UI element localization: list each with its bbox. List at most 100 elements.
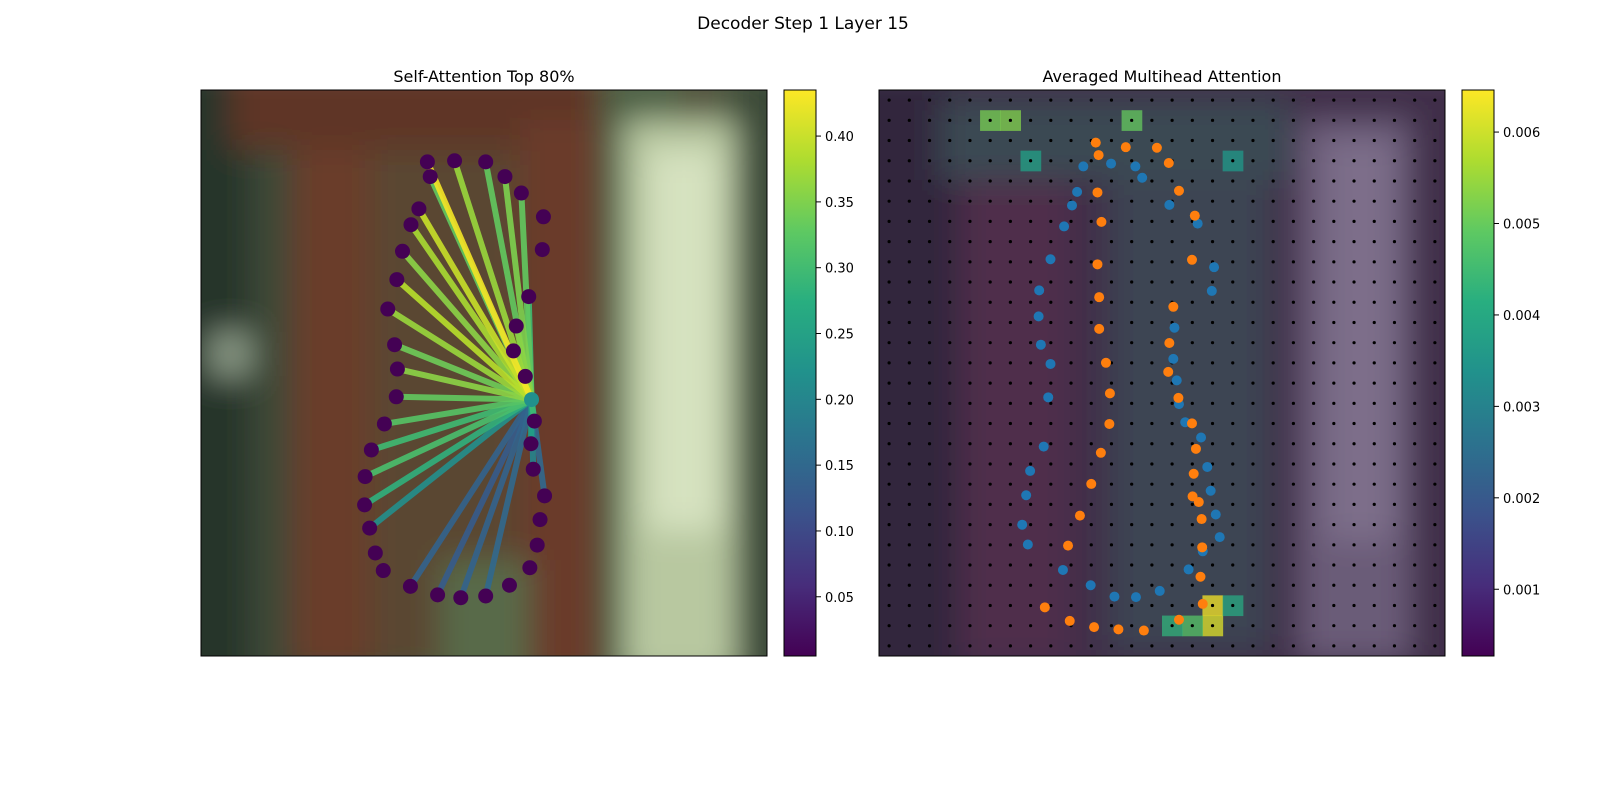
grid-dot (1210, 563, 1215, 567)
grid-dot (1271, 361, 1275, 365)
grid-dot (1008, 300, 1012, 304)
grid-dot (1089, 199, 1093, 203)
grid-dot (988, 583, 992, 587)
grid-dot (1433, 219, 1437, 223)
grid-dot (948, 159, 952, 163)
grid-dot (1413, 341, 1417, 345)
grid-dot (1291, 603, 1295, 608)
grid-dot (1291, 644, 1295, 648)
self-attention-title: Self-Attention Top 80% (393, 67, 574, 86)
grid-dot (1130, 502, 1134, 506)
grid-dot (927, 583, 932, 587)
grid-dot (948, 138, 952, 143)
grid-dot (1029, 98, 1033, 102)
grid-dot (1130, 159, 1134, 163)
grid-dot (1231, 341, 1235, 345)
grid-dot (1271, 421, 1275, 426)
grid-dot (1170, 280, 1174, 284)
grid-dot (1231, 502, 1235, 506)
grid-dot (1372, 381, 1376, 385)
grid-dot (1109, 341, 1114, 345)
grid-dot (1029, 462, 1033, 466)
keypoint-marker (453, 590, 469, 606)
grid-dot (1150, 280, 1154, 284)
grid-dot (1170, 563, 1174, 567)
grid-dot (1049, 240, 1053, 244)
grid-dot (1049, 341, 1053, 345)
grid-dot (1332, 219, 1336, 223)
grid-dot (1413, 421, 1417, 426)
grid-dot (1130, 320, 1134, 325)
blue-point-marker (1022, 539, 1033, 550)
grid-dot (1190, 240, 1194, 244)
grid-dot (1291, 260, 1295, 264)
grid-dot (1291, 138, 1295, 143)
grid-dot (1008, 320, 1012, 325)
grid-dot (1130, 240, 1134, 244)
averaged-attention-colorbar-tick-label: 0.003 (1503, 400, 1540, 415)
grid-dot (1312, 583, 1316, 587)
grid-dot (1008, 361, 1012, 365)
grid-dot (968, 300, 972, 304)
grid-dot (1150, 401, 1154, 405)
grid-dot (1392, 502, 1397, 506)
grid-dot (907, 583, 911, 587)
grid-dot (1190, 502, 1194, 506)
grid-dot (1413, 543, 1417, 547)
grid-dot (907, 300, 911, 304)
grid-dot (988, 280, 992, 284)
grid-dot (927, 179, 932, 183)
grid-dot (1049, 563, 1053, 567)
grid-dot (927, 159, 932, 163)
grid-dot (1392, 179, 1397, 183)
grid-dot (1312, 603, 1316, 608)
grid-dot (1332, 543, 1336, 547)
grid-dot (1170, 98, 1174, 102)
grid-dot (968, 502, 972, 506)
grid-dot (1109, 381, 1114, 385)
grid-dot (1352, 179, 1356, 183)
blue-point-marker (1043, 392, 1054, 403)
self-attention-colorbar-tick-label: 0.35 (825, 196, 854, 211)
orange-point-marker (1188, 468, 1199, 479)
grid-dot (1150, 320, 1154, 325)
grid-dot (1150, 98, 1154, 102)
orange-point-marker (1120, 142, 1131, 153)
grid-dot (1190, 462, 1194, 466)
grid-dot (1170, 523, 1174, 527)
attention-link (386, 306, 534, 403)
grid-dot (1008, 280, 1012, 284)
grid-dot (1392, 462, 1397, 466)
grid-dot (1089, 523, 1093, 527)
grid-dot (948, 482, 952, 486)
grid-dot (1089, 98, 1093, 102)
grid-dot (1210, 240, 1215, 244)
self-attention-colorbar-tick-label: 0.05 (825, 591, 854, 606)
grid-dot (1008, 118, 1012, 122)
keypoint-marker (478, 588, 494, 604)
grid-dot (887, 300, 891, 304)
grid-dot (927, 462, 932, 466)
grid-dot (887, 523, 891, 527)
grid-dot (1231, 159, 1235, 163)
grid-dot (1352, 341, 1356, 345)
keypoint-marker (387, 337, 403, 353)
grid-dot (1433, 421, 1437, 426)
grid-dot (1352, 482, 1356, 486)
grid-dot (927, 341, 932, 345)
grid-dot (887, 179, 891, 183)
grid-dot (1372, 240, 1376, 244)
blue-point-marker (1045, 358, 1056, 369)
grid-dot (988, 320, 992, 325)
grid-dot (968, 260, 972, 264)
grid-dot (1271, 199, 1275, 203)
grid-dot (1231, 583, 1235, 587)
grid-dot (1029, 138, 1033, 143)
grid-dot (1372, 159, 1376, 163)
grid-dot (1433, 462, 1437, 466)
grid-dot (1089, 381, 1093, 385)
grid-dot (1109, 502, 1114, 506)
grid-dot (1170, 219, 1174, 223)
grid-dot (1332, 320, 1336, 325)
grid-dot (1352, 280, 1356, 284)
